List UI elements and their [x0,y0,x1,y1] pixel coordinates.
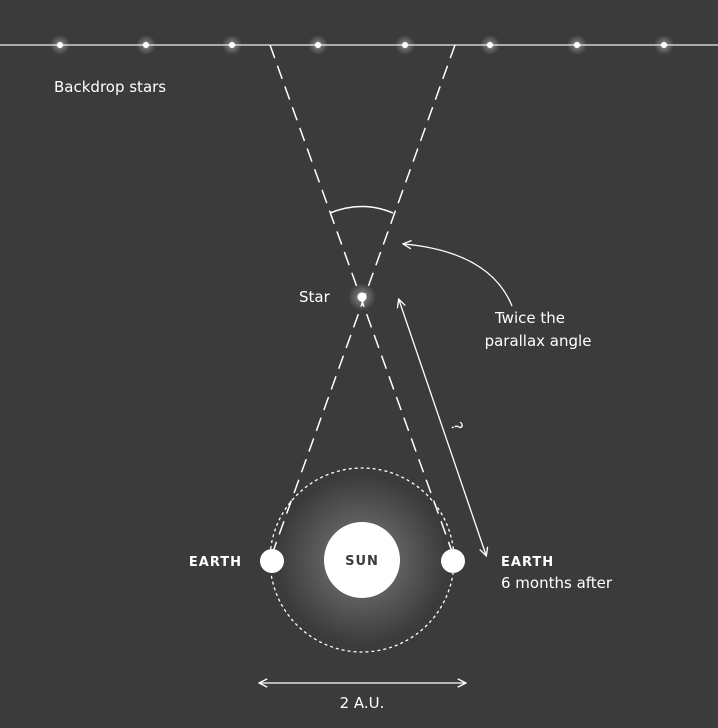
earth-note: 6 months after [501,574,613,592]
backdrop-star [487,42,493,48]
backdrop-star [229,42,235,48]
backdrop-star [574,42,580,48]
angle-label: parallax angle [485,332,592,350]
backdrop-star [57,42,63,48]
backdrop-star [402,42,408,48]
star [357,292,367,302]
baseline-label: 2 A.U. [340,694,385,712]
earth-label: EARTH [189,555,242,570]
angle-pointer [404,244,513,307]
backdrop-stars [50,35,674,55]
star-label: Star [299,288,331,306]
angle-arc [329,205,394,214]
sun [324,522,400,598]
sun-label: SUN [345,554,379,569]
angle-label: Twice the [494,309,565,327]
backdrop-star [315,42,321,48]
earth-label: EARTH [501,555,554,570]
backdrop-label: Backdrop stars [54,78,166,96]
backdrop-star [661,42,667,48]
earth [441,549,465,573]
earth [260,549,284,573]
distance-arrow [399,300,486,555]
backdrop-star [143,42,149,48]
